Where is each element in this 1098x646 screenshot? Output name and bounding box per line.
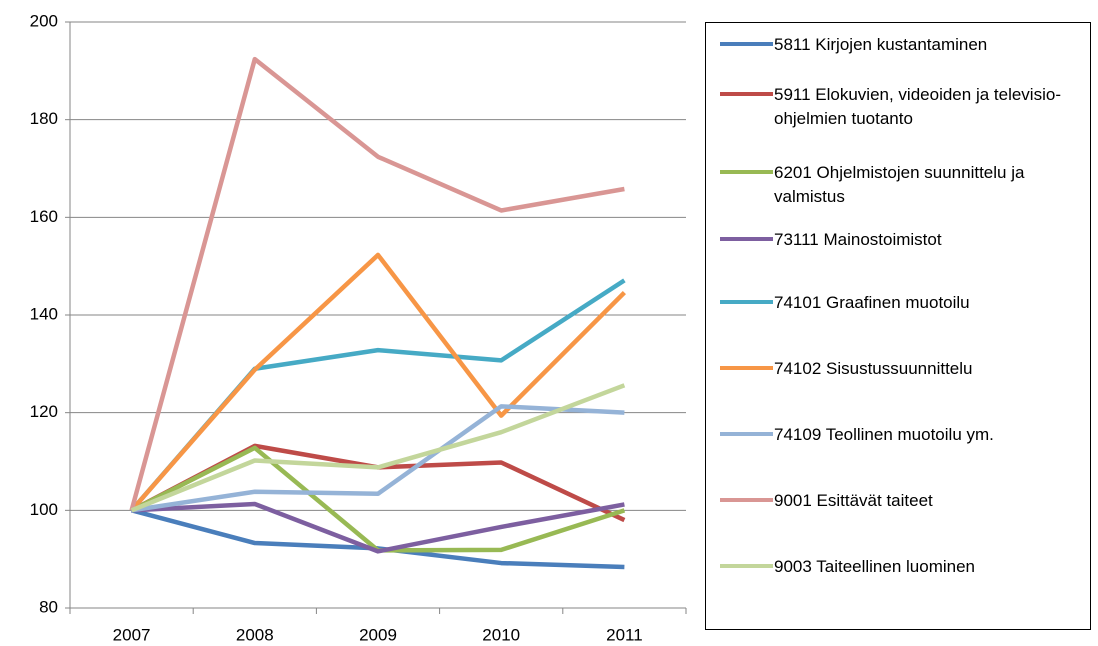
legend-label: 74109 Teollinen muotoilu ym. (774, 425, 994, 444)
legend-swatch (720, 170, 773, 174)
legend-label: 9003 Taiteellinen luominen (774, 557, 976, 576)
y-tick-label: 180 (30, 109, 58, 128)
x-tick-label: 2007 (113, 625, 151, 644)
legend-label: 5911 Elokuvien, videoiden ja televisio-o… (774, 85, 1061, 128)
legend-swatch (720, 300, 773, 304)
y-tick-label: 100 (30, 500, 58, 519)
series-line (131, 501, 625, 554)
x-tick-label: 2008 (236, 625, 274, 644)
legend-swatch (720, 237, 773, 241)
y-tick-label: 80 (39, 597, 58, 616)
y-tick-label: 120 (30, 402, 58, 421)
legend-swatch (720, 366, 773, 370)
x-tick-label: 2010 (482, 625, 520, 644)
series-line (130, 383, 626, 513)
legend-swatch (720, 42, 773, 46)
legend-swatch (720, 92, 773, 96)
legend-label: 74101 Graafinen muotoilu (774, 293, 970, 312)
series-line (129, 56, 625, 511)
legend-label: 74102 Sisustussuunnittelu (774, 359, 973, 378)
series-line (129, 252, 626, 512)
y-tick-label: 160 (30, 207, 58, 226)
y-tick-label: 200 (30, 11, 58, 30)
legend-swatch (720, 432, 773, 436)
legend-swatch (720, 498, 773, 502)
legend-label: 9001 Esittävät taiteet (774, 491, 933, 510)
x-tick-label: 2011 (606, 625, 643, 644)
legend-label: 73111 Mainostoimistot (774, 230, 942, 249)
series-line (131, 404, 625, 513)
legend-label: 6201 Ohjelmistojen suunnittelu ja valmis… (774, 163, 1025, 206)
legend-swatch (720, 564, 773, 568)
x-tick-label: 2009 (359, 625, 397, 644)
legend-label: 5811 Kirjojen kustantaminen (774, 35, 988, 54)
y-tick-label: 140 (30, 304, 58, 323)
series-line (130, 443, 626, 523)
legend: 5811 Kirjojen kustantaminen 5911 Elokuvie… (705, 22, 1091, 630)
